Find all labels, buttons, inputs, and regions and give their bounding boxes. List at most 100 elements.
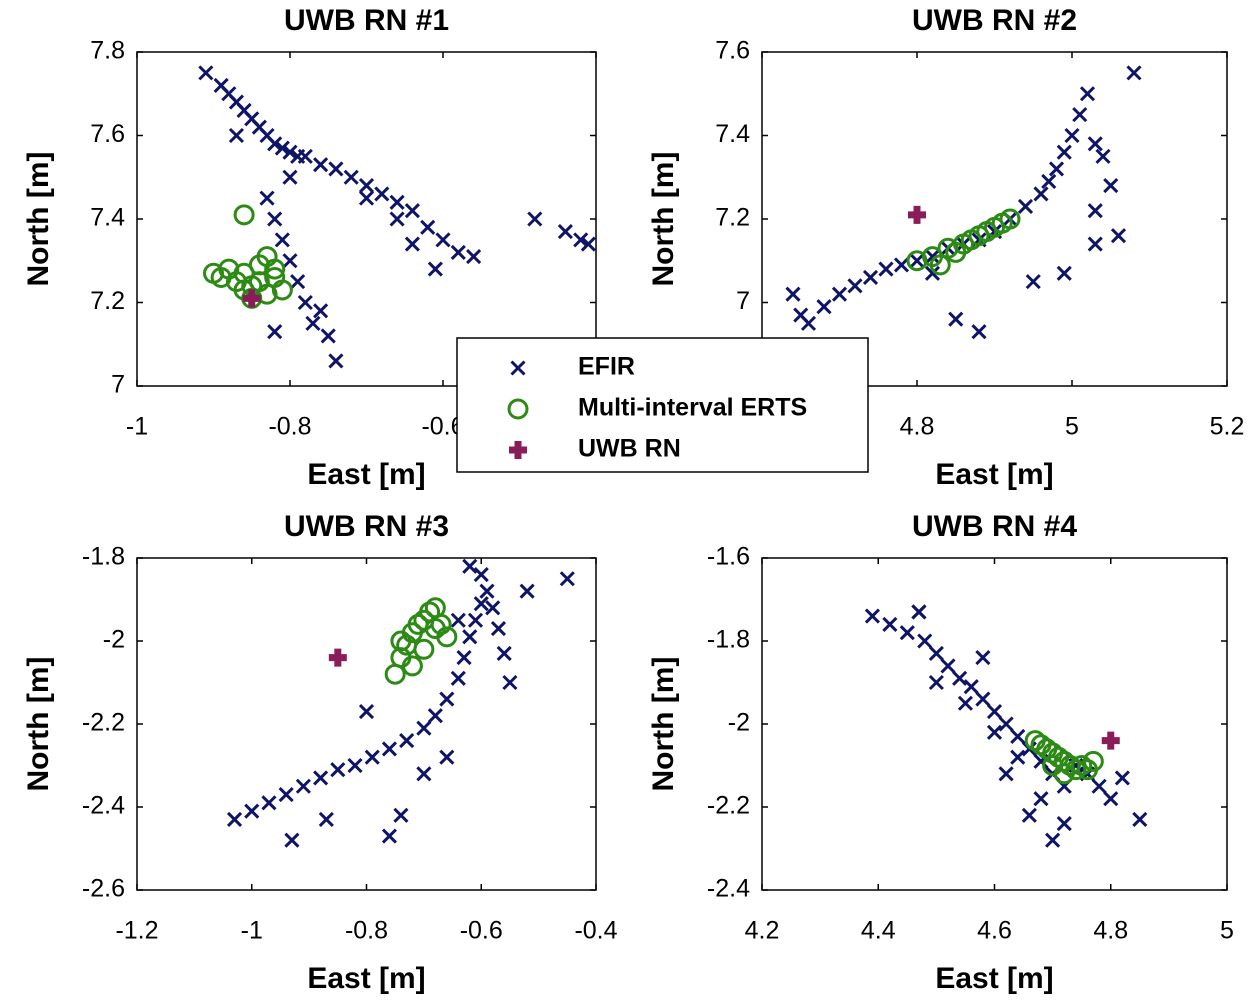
efir-point <box>1126 65 1142 81</box>
x-tick-label: 4.6 <box>977 917 1012 945</box>
x-axis-label: East [m] <box>935 962 1053 995</box>
efir-point <box>580 236 596 252</box>
efir-point <box>1041 173 1057 189</box>
efir-point <box>986 703 1003 720</box>
efir-point <box>1033 186 1049 202</box>
efir-point <box>274 232 290 248</box>
efir-point <box>1048 161 1065 177</box>
efir-point <box>948 311 964 327</box>
erts-point <box>991 212 1013 234</box>
efir-point <box>924 249 941 265</box>
efir-point <box>244 803 260 819</box>
efir-point <box>282 253 298 269</box>
y-axis-label: North [m] <box>647 657 680 792</box>
efir-point <box>226 811 243 828</box>
efir-point <box>911 604 927 620</box>
efir-point <box>267 324 283 340</box>
efir-point <box>496 645 512 662</box>
y-tick-label: -2.2 <box>82 709 125 737</box>
axes-box <box>761 51 1228 387</box>
y-tick-label: 7.6 <box>715 37 750 65</box>
efir-point <box>313 770 329 786</box>
efir-point <box>909 253 925 269</box>
points <box>864 604 1148 848</box>
efir-point <box>261 795 277 811</box>
y-tick-label: -1.6 <box>707 543 750 571</box>
x-tick-label: -0.8 <box>268 413 311 441</box>
x-tick-label: -0.8 <box>345 917 388 945</box>
legend-label: EFIR <box>578 353 635 381</box>
efir-point <box>473 596 489 612</box>
efir-point <box>282 169 298 185</box>
x-tick-label: -0.6 <box>460 917 503 945</box>
y-tick-label: -2.6 <box>82 875 125 903</box>
rn-point <box>242 289 261 308</box>
efir-point <box>1103 178 1119 194</box>
efir-point <box>290 274 306 290</box>
efir-point <box>389 211 405 227</box>
x-axis-label: East [m] <box>307 962 425 995</box>
x-tick-label: 4.8 <box>1093 917 1128 945</box>
y-tick-label: 7.2 <box>90 287 125 315</box>
efir-point <box>416 766 432 782</box>
subplot: UWB RN #3 East [m] North [m] -1.2 -1 -0.8 -0.6… <box>22 510 618 995</box>
efir-point <box>1056 265 1072 281</box>
efir-point <box>450 612 466 628</box>
efir-point <box>278 786 294 803</box>
subplot: UWB RN #4 East [m] North [m] 4.2 4.4 4.6 4.8 5 -… <box>647 510 1234 995</box>
rn-point <box>908 205 926 224</box>
points <box>226 558 575 848</box>
x-tick-label: 5 <box>1220 917 1234 945</box>
efir-point <box>297 148 313 164</box>
rn-point <box>328 648 347 667</box>
efir-point <box>435 232 451 248</box>
efir-point <box>1132 811 1148 828</box>
efir-point <box>295 778 311 794</box>
efir-point <box>1087 136 1103 152</box>
y-tick-label: 7.6 <box>90 120 125 148</box>
erts-point <box>945 241 967 263</box>
efir-point <box>1056 816 1072 832</box>
efir-point <box>1095 148 1111 164</box>
x-tick-label: 5 <box>1065 413 1079 441</box>
x-tick-label: 4.2 <box>745 917 780 945</box>
efir-point <box>462 558 478 574</box>
efir-point <box>305 315 321 331</box>
efir-point <box>893 257 910 273</box>
y-tick-label: 7.8 <box>90 37 125 65</box>
efir-point <box>404 236 420 252</box>
efir-point <box>485 600 501 616</box>
efir-point <box>439 749 455 765</box>
y-tick-label: -2.4 <box>82 792 125 820</box>
efir-point <box>882 616 898 632</box>
efir-point <box>986 724 1003 740</box>
efir-point <box>1064 127 1080 144</box>
axes-box <box>136 51 597 387</box>
efir-point <box>328 161 344 177</box>
y-tick-label: -2 <box>103 626 125 654</box>
efir-point <box>519 583 535 599</box>
efir-point <box>274 140 290 156</box>
erts-point <box>233 204 255 226</box>
efir-point <box>313 157 329 173</box>
efir-point <box>462 629 478 645</box>
efir-point <box>899 625 915 641</box>
erts-point <box>413 638 435 660</box>
efir-point <box>573 232 589 248</box>
efir-point <box>1045 832 1061 848</box>
y-tick-label: 7 <box>736 287 750 315</box>
erts-point <box>401 655 423 677</box>
efir-point <box>971 324 987 340</box>
efir-point <box>963 679 979 695</box>
efir-point <box>1103 791 1119 807</box>
efir-point <box>831 286 848 302</box>
efir-point <box>490 620 507 637</box>
efir-point <box>1114 770 1130 786</box>
erts-point <box>390 630 412 652</box>
efir-point <box>404 203 420 219</box>
efir-point <box>1017 198 1034 215</box>
x-axis-label: East [m] <box>935 458 1053 491</box>
efir-point <box>928 645 944 662</box>
y-axis-label: North [m] <box>647 152 680 287</box>
efir-point <box>816 299 832 315</box>
